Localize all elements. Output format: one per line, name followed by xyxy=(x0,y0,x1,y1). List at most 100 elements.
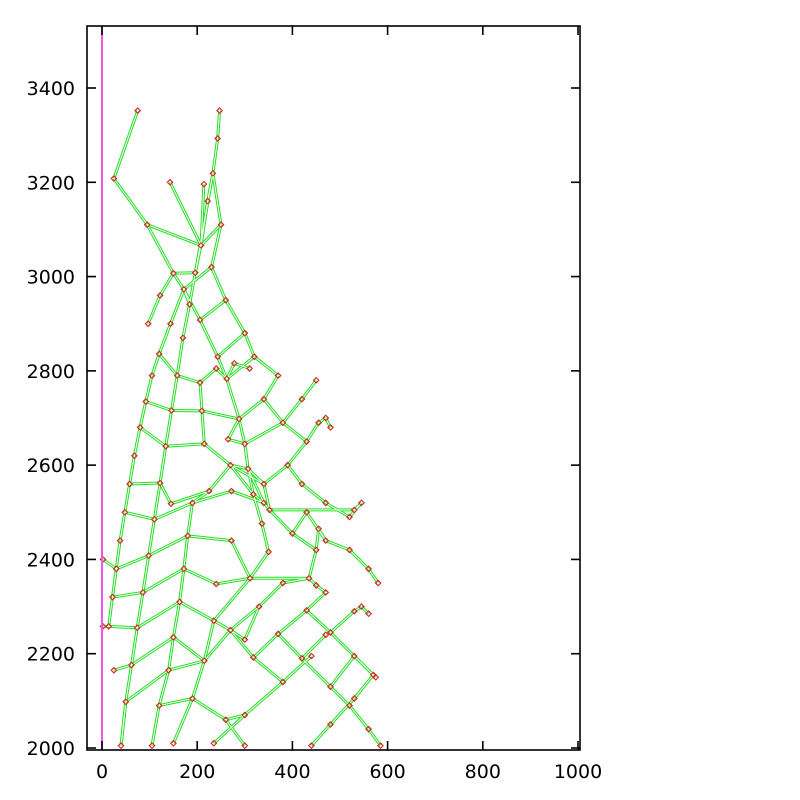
network-node[interactable] xyxy=(144,320,152,328)
network-node[interactable] xyxy=(110,666,118,674)
network-node[interactable] xyxy=(244,465,252,473)
network-node[interactable] xyxy=(327,720,334,728)
network-node[interactable] xyxy=(200,657,208,665)
network-node[interactable] xyxy=(105,622,113,630)
network-node[interactable] xyxy=(208,263,215,271)
network-node[interactable] xyxy=(322,537,330,545)
network-node[interactable] xyxy=(167,320,175,328)
network-node[interactable] xyxy=(279,579,287,587)
network-node[interactable] xyxy=(122,698,130,706)
network-node[interactable] xyxy=(222,296,230,304)
network-node[interactable] xyxy=(200,180,208,188)
network-node[interactable] xyxy=(198,407,206,415)
network-node[interactable] xyxy=(126,480,134,488)
network-node[interactable] xyxy=(303,508,311,516)
network-node[interactable] xyxy=(346,513,353,521)
network-node[interactable] xyxy=(312,376,320,384)
network-node[interactable] xyxy=(222,716,230,724)
network-node[interactable] xyxy=(350,607,358,615)
network-node[interactable] xyxy=(288,530,296,537)
network-node[interactable] xyxy=(116,537,124,545)
network-node[interactable] xyxy=(209,169,217,177)
network-node[interactable] xyxy=(205,487,213,495)
network-node[interactable] xyxy=(246,365,254,372)
network-node[interactable] xyxy=(260,395,268,403)
network-node[interactable] xyxy=(227,626,234,634)
network-node[interactable] xyxy=(284,461,292,469)
network-node[interactable] xyxy=(303,438,311,446)
network-node[interactable] xyxy=(176,598,184,606)
network-node[interactable] xyxy=(266,506,274,514)
network-node[interactable] xyxy=(249,654,257,661)
network-node[interactable] xyxy=(327,423,334,431)
network-node[interactable] xyxy=(133,624,141,632)
network-node[interactable] xyxy=(246,574,254,582)
network-node[interactable] xyxy=(241,742,249,749)
network-node[interactable] xyxy=(365,565,373,573)
network-node[interactable] xyxy=(327,629,334,636)
network-node[interactable] xyxy=(315,525,323,533)
network-node[interactable] xyxy=(315,419,323,427)
network-node[interactable] xyxy=(180,285,188,293)
network-node[interactable] xyxy=(274,630,282,638)
network-node[interactable] xyxy=(322,588,330,596)
network-node[interactable] xyxy=(224,435,232,443)
network-node[interactable] xyxy=(169,739,177,747)
network-node[interactable] xyxy=(162,442,170,450)
network-node[interactable] xyxy=(357,499,365,507)
network-node[interactable] xyxy=(110,175,118,182)
network-node[interactable] xyxy=(150,515,158,523)
network-node[interactable] xyxy=(298,395,306,403)
network-node[interactable] xyxy=(374,579,382,587)
network-node[interactable] xyxy=(303,606,311,614)
network-node[interactable] xyxy=(350,695,358,702)
network-node[interactable] xyxy=(179,334,187,342)
network-node[interactable] xyxy=(142,398,150,405)
network-node[interactable] xyxy=(216,107,224,115)
network-node[interactable] xyxy=(210,617,218,625)
network-node[interactable] xyxy=(108,593,116,601)
network-node[interactable] xyxy=(357,603,365,611)
network-node[interactable] xyxy=(298,480,306,488)
network-node[interactable] xyxy=(227,537,235,545)
network-node[interactable] xyxy=(241,711,249,719)
network-node[interactable] xyxy=(265,548,273,556)
network-node[interactable] xyxy=(156,291,164,299)
network-node[interactable] xyxy=(143,221,151,229)
network-node[interactable] xyxy=(184,532,192,540)
network-node[interactable] xyxy=(260,480,268,488)
network-node[interactable] xyxy=(227,461,234,469)
network-node[interactable] xyxy=(230,359,238,367)
network-node[interactable] xyxy=(166,178,174,186)
network-node[interactable] xyxy=(258,520,266,528)
network-node[interactable] xyxy=(191,269,199,277)
network-node[interactable] xyxy=(148,742,156,749)
network-node[interactable] xyxy=(241,440,249,448)
network-node[interactable] xyxy=(235,415,243,423)
network-node[interactable] xyxy=(180,565,188,573)
network-node[interactable] xyxy=(148,372,156,380)
network-node[interactable] xyxy=(167,500,175,508)
network-node[interactable] xyxy=(322,499,330,507)
network-node[interactable] xyxy=(241,636,249,644)
network-node[interactable] xyxy=(130,452,138,460)
network-node[interactable] xyxy=(350,652,358,660)
network-node[interactable] xyxy=(365,725,373,733)
network-node[interactable] xyxy=(274,372,282,380)
network-node[interactable] xyxy=(188,499,196,507)
network-node[interactable] xyxy=(155,350,163,358)
network-node[interactable] xyxy=(279,419,287,427)
network-node[interactable] xyxy=(169,633,177,641)
network-node[interactable] xyxy=(346,546,353,554)
network-node[interactable] xyxy=(139,588,147,596)
network-node[interactable] xyxy=(210,739,218,747)
network-node[interactable] xyxy=(327,683,334,691)
network-node[interactable] xyxy=(173,372,181,380)
network-node[interactable] xyxy=(241,329,249,337)
network-node[interactable] xyxy=(312,546,320,554)
network-node[interactable] xyxy=(214,353,222,361)
network-node[interactable] xyxy=(188,695,196,702)
network-node[interactable] xyxy=(346,702,353,710)
network-node[interactable] xyxy=(196,316,204,324)
